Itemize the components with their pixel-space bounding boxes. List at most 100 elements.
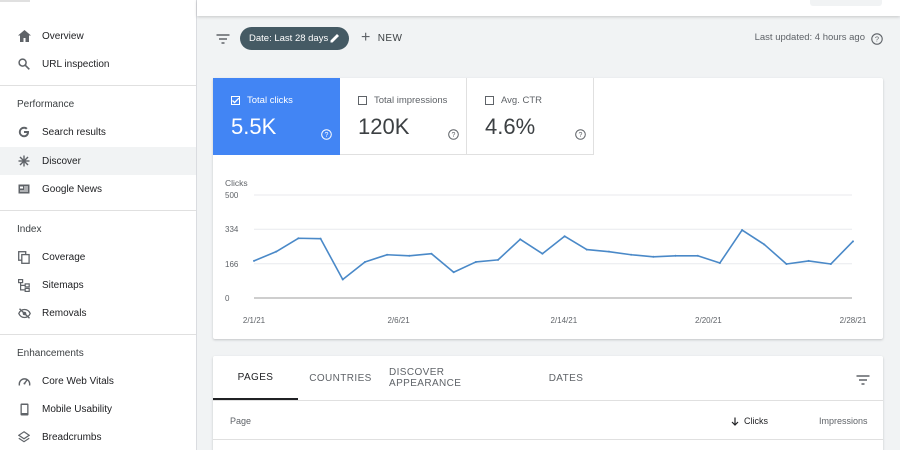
data-point[interactable] xyxy=(363,260,366,263)
data-point[interactable] xyxy=(386,253,389,256)
data-point[interactable] xyxy=(452,271,455,274)
data-point[interactable] xyxy=(297,237,300,240)
data-point[interactable] xyxy=(275,250,278,253)
y-tick-label: 0 xyxy=(225,294,230,303)
home-icon xyxy=(17,29,31,43)
metric-avg-ctr[interactable]: Avg. CTR 4.6% ? xyxy=(467,78,594,155)
tab-countries[interactable]: COUNTRIES xyxy=(309,372,372,384)
help-icon[interactable]: ? xyxy=(321,127,332,145)
data-point[interactable] xyxy=(829,263,832,266)
data-point[interactable] xyxy=(497,258,500,261)
sidebar-item-label: Core Web Vitals xyxy=(42,375,114,387)
table-filter-icon[interactable] xyxy=(856,373,870,391)
tabs-divider xyxy=(213,400,883,401)
data-point[interactable] xyxy=(408,254,411,257)
data-point[interactable] xyxy=(652,255,655,258)
data-point[interactable] xyxy=(253,259,255,262)
x-tick-label: 2/1/21 xyxy=(243,316,266,325)
tab-discover-appearance[interactable]: DISCOVER APPEARANCE xyxy=(389,367,462,389)
sidebar-item-google-news[interactable]: Google News xyxy=(0,175,196,203)
metric-label-row: Total clicks xyxy=(231,95,293,106)
metric-value: 5.5K xyxy=(231,114,277,139)
last-updated-text: Last updated: 4 hours ago xyxy=(754,32,865,43)
data-point[interactable] xyxy=(430,252,433,255)
sidebar-item-label: Google News xyxy=(42,183,103,195)
data-point[interactable] xyxy=(541,252,544,255)
data-point[interactable] xyxy=(785,263,788,266)
metric-label: Total impressions xyxy=(374,95,448,106)
eye-off-icon xyxy=(17,306,31,320)
metric-total-impressions[interactable]: Total impressions 120K ? xyxy=(340,78,467,155)
svg-text:?: ? xyxy=(875,35,879,44)
sidebar-item-coverage[interactable]: Coverage xyxy=(0,243,196,271)
sidebar-divider xyxy=(0,85,196,86)
date-filter-label: Date: Last 28 days xyxy=(249,33,329,44)
metric-total-clicks[interactable]: Total clicks 5.5K ? xyxy=(213,78,340,155)
header-button[interactable] xyxy=(810,0,882,6)
series-line xyxy=(253,229,854,281)
tab-dates[interactable]: DATES xyxy=(548,372,584,384)
date-filter-chip[interactable]: Date: Last 28 days xyxy=(240,27,349,50)
sidebar-item-breadcrumbs[interactable]: Breadcrumbs xyxy=(0,423,196,450)
sidebar-item-label: URL inspection xyxy=(42,58,110,70)
sitemap-icon xyxy=(17,278,31,292)
data-point[interactable] xyxy=(607,250,610,253)
data-point[interactable] xyxy=(519,238,522,241)
sidebar-item-url-inspection[interactable]: URL inspection xyxy=(0,50,196,78)
filter-icon[interactable] xyxy=(216,32,230,46)
sidebar-item-search-results[interactable]: Search results xyxy=(0,118,196,146)
sidebar-item-overview[interactable]: Overview xyxy=(0,22,196,50)
sidebar-item-mobile-usability[interactable]: Mobile Usability xyxy=(0,395,196,423)
data-point[interactable] xyxy=(807,259,810,262)
data-point[interactable] xyxy=(696,254,699,257)
search-icon xyxy=(17,57,31,71)
data-point[interactable] xyxy=(741,229,744,232)
help-icon[interactable]: ? xyxy=(575,127,586,145)
new-filter-button[interactable]: + NEW xyxy=(361,30,402,46)
help-icon[interactable]: ? xyxy=(871,32,883,50)
tab-pages[interactable]: PAGES xyxy=(213,356,298,400)
table-header-divider xyxy=(213,439,883,440)
sidebar-divider xyxy=(0,334,196,335)
svg-text:?: ? xyxy=(452,132,456,139)
y-tick-label: 500 xyxy=(225,191,239,200)
data-point[interactable] xyxy=(319,237,322,240)
data-point[interactable] xyxy=(563,235,566,238)
data-point[interactable] xyxy=(674,254,677,257)
x-tick-label: 2/6/21 xyxy=(387,316,410,325)
sidebar-section-index: Index xyxy=(17,224,42,235)
data-point[interactable] xyxy=(763,243,766,246)
data-point[interactable] xyxy=(341,278,344,281)
sidebar-item-removals[interactable]: Removals xyxy=(0,299,196,327)
checkbox-checked-icon xyxy=(231,96,240,105)
sidebar-item-label: Discover xyxy=(42,155,81,167)
column-header-clicks[interactable]: Clicks xyxy=(731,416,768,426)
sidebar-item-discover[interactable]: Discover xyxy=(0,147,196,175)
pages-table-card: PAGES COUNTRIES DISCOVER APPEARANCE DATE… xyxy=(213,356,883,450)
metric-value: 4.6% xyxy=(485,114,536,139)
sidebar-item-sitemaps[interactable]: Sitemaps xyxy=(0,271,196,299)
clicks-line-chart: Clicks 0 166 334 500 2/1/21 2/6/21 2/14/21 2/2… xyxy=(225,178,867,325)
data-point[interactable] xyxy=(718,261,721,264)
metric-label-row: Total impressions xyxy=(358,95,447,106)
sidebar-item-core-web-vitals[interactable]: Core Web Vitals xyxy=(0,367,196,395)
sidebar-item-label: Sitemaps xyxy=(42,279,84,291)
news-icon xyxy=(17,182,31,196)
column-header-impressions[interactable]: Impressions xyxy=(819,416,868,426)
checkbox-unchecked-icon xyxy=(358,96,367,105)
metric-value: 120K xyxy=(358,114,410,139)
data-point[interactable] xyxy=(852,240,854,243)
data-point[interactable] xyxy=(474,260,477,263)
column-header-page[interactable]: Page xyxy=(230,416,252,426)
metric-label-row: Avg. CTR xyxy=(485,95,542,106)
phone-icon xyxy=(17,402,31,416)
sidebar-section-enhancements: Enhancements xyxy=(17,348,84,359)
data-point[interactable] xyxy=(585,248,588,251)
sidebar-item-label: Removals xyxy=(42,307,87,319)
svg-text:?: ? xyxy=(325,132,329,139)
data-point[interactable] xyxy=(630,253,633,256)
top-header xyxy=(197,0,900,16)
sidebar-item-label: Mobile Usability xyxy=(42,403,113,415)
help-icon[interactable]: ? xyxy=(448,127,459,145)
google-g-icon xyxy=(17,125,31,139)
